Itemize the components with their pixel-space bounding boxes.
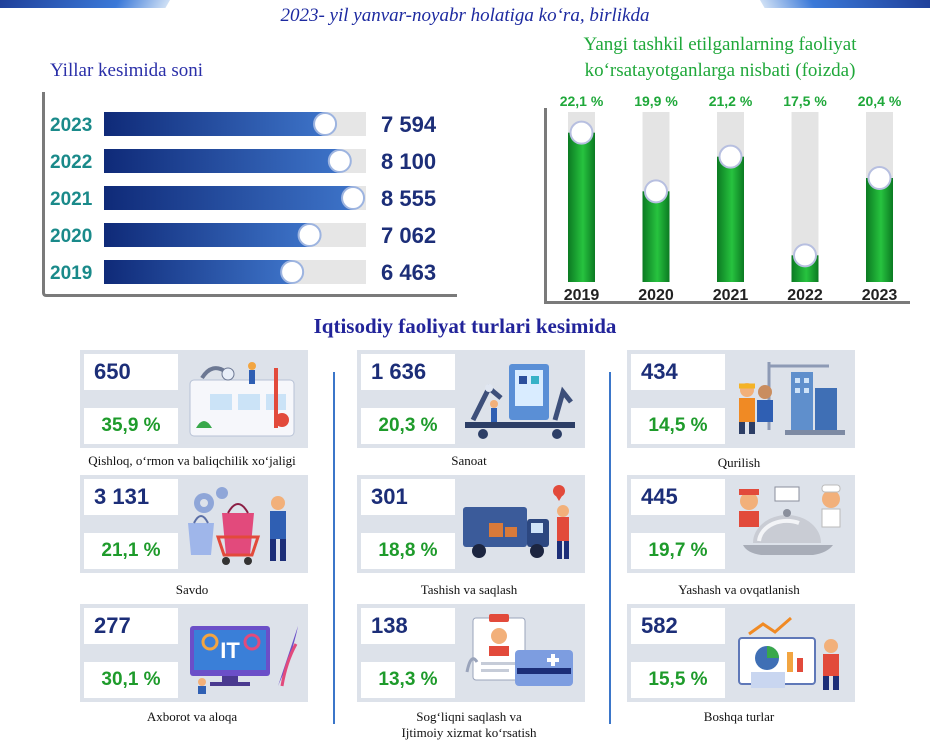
sector-label: Tashish va saqlash bbox=[420, 582, 518, 597]
bar bbox=[104, 112, 326, 136]
sector-percent: 14,5 % bbox=[631, 408, 725, 444]
sector-count: 1 636 bbox=[361, 354, 455, 390]
column-value-label: 19,9 % bbox=[634, 93, 678, 109]
sector-label: Boshqa turlar bbox=[703, 709, 775, 724]
sector-card-industry: 1 636 20,3 % bbox=[357, 350, 585, 448]
column-marker bbox=[793, 243, 817, 268]
transport-icon bbox=[463, 485, 569, 559]
sector-percent: 21,1 % bbox=[84, 533, 178, 569]
sector-percent: 35,9 % bbox=[84, 408, 178, 444]
sector-count: 650 bbox=[84, 354, 178, 390]
bar-marker bbox=[341, 186, 366, 210]
bar bbox=[104, 223, 310, 247]
bar-year-label: 2023 bbox=[50, 115, 92, 136]
bar-year-label: 2019 bbox=[50, 263, 92, 284]
bar-value-label: 6 463 bbox=[381, 260, 436, 285]
bar-year-label: 2022 bbox=[50, 152, 92, 173]
column bbox=[866, 178, 893, 282]
bar-value-label: 8 100 bbox=[381, 149, 436, 174]
sector-percent: 18,8 % bbox=[361, 533, 455, 569]
bar-marker bbox=[280, 260, 305, 284]
trade-icon bbox=[188, 487, 286, 565]
column-divider-1 bbox=[333, 372, 335, 724]
other-icon bbox=[738, 616, 839, 690]
sector-card-it: 277 30,1 % IT bbox=[80, 604, 308, 702]
column-year-label: 2022 bbox=[787, 287, 823, 304]
it-icon: IT bbox=[190, 626, 298, 694]
sector-card-agriculture: 650 35,9 % bbox=[80, 350, 308, 448]
sector-percent: 30,1 % bbox=[84, 662, 178, 698]
bar-marker bbox=[297, 223, 322, 247]
column bbox=[717, 156, 744, 282]
column-value-label: 21,2 % bbox=[709, 93, 753, 109]
construction-icon bbox=[739, 362, 845, 435]
page-subtitle: 2023- yil yanvar-noyabr holatiga koʻra, … bbox=[280, 5, 650, 26]
sector-count: 3 131 bbox=[84, 479, 178, 515]
bar bbox=[104, 260, 293, 284]
sector-label-line1: Sogʻliqni saqlash va bbox=[416, 709, 522, 724]
bar-value-label: 8 555 bbox=[381, 186, 436, 211]
svg-text:IT: IT bbox=[220, 638, 240, 663]
column-year-label: 2023 bbox=[862, 287, 898, 304]
column-value-label: 22,1 % bbox=[560, 93, 604, 109]
sector-count: 138 bbox=[361, 608, 455, 644]
sector-count: 301 bbox=[361, 479, 455, 515]
sector-label: Axborot va aloqa bbox=[146, 709, 238, 724]
column-year-label: 2020 bbox=[638, 287, 674, 304]
column-divider-2 bbox=[609, 372, 611, 724]
bar bbox=[104, 186, 354, 210]
sector-label-line2: Ijtimoiy xizmat koʻrsatish bbox=[401, 725, 537, 740]
sector-card-other: 582 15,5 % bbox=[627, 604, 855, 702]
column-year-label: 2021 bbox=[713, 287, 749, 304]
bar-year-label: 2020 bbox=[50, 226, 92, 247]
column bbox=[642, 191, 670, 282]
sector-label: Qurilish bbox=[717, 455, 761, 470]
agriculture-icon bbox=[189, 362, 295, 437]
column-marker bbox=[867, 166, 892, 190]
column-value-label: 17,5 % bbox=[783, 93, 827, 109]
bar-marker bbox=[313, 112, 338, 136]
sector-card-trade: 3 131 21,1 % bbox=[80, 475, 308, 573]
section-title: Iqtisodiy faoliyat turlari kesimida bbox=[313, 314, 617, 338]
sector-percent: 19,7 % bbox=[631, 533, 725, 569]
bar-value-label: 7 594 bbox=[381, 112, 437, 137]
column-marker bbox=[644, 179, 668, 204]
column-year-label: 2019 bbox=[564, 287, 600, 304]
sector-label: Sanoat bbox=[451, 453, 487, 468]
sector-card-construction: 434 14,5 % bbox=[627, 350, 855, 448]
column-chart-title-line1: Yangi tashkil etilganlarning faoliyat bbox=[583, 34, 857, 55]
sector-card-food-service: 445 19,7 % bbox=[627, 475, 855, 573]
sector-count: 445 bbox=[631, 479, 725, 515]
bar-marker bbox=[327, 149, 352, 173]
food-service-icon bbox=[739, 484, 841, 555]
bar-chart-frame bbox=[42, 92, 457, 297]
sector-label: Sogʻliqni saqlash va Ijtimoiy xizmat koʻ… bbox=[349, 709, 589, 741]
industry-icon bbox=[465, 364, 575, 439]
column bbox=[568, 132, 595, 282]
bar-chart-title: Yillar kesimida soni bbox=[50, 60, 204, 81]
bar bbox=[104, 149, 340, 173]
sector-count: 277 bbox=[84, 608, 178, 644]
bar-value-label: 7 062 bbox=[381, 223, 436, 248]
sector-label: Qishloq, oʻrmon va baliqchilik xoʻjaligi bbox=[88, 453, 296, 468]
column-chart-title: Yangi tashkil etilganlarning faoliyat ko… bbox=[530, 32, 910, 84]
sector-percent: 13,3 % bbox=[361, 662, 455, 698]
sector-card-health: 138 13,3 % bbox=[357, 604, 585, 702]
health-icon bbox=[465, 614, 573, 686]
sector-count: 582 bbox=[631, 608, 725, 644]
sector-label: Yashash va ovqatlanish bbox=[678, 582, 800, 597]
sector-card-transport: 301 18,8 % bbox=[357, 475, 585, 573]
sector-count: 434 bbox=[631, 354, 725, 390]
column-chart-frame bbox=[544, 108, 910, 304]
column-marker bbox=[718, 144, 743, 169]
bar-year-label: 2021 bbox=[50, 189, 93, 210]
sector-percent: 15,5 % bbox=[631, 662, 725, 698]
column-value-label: 20,4 % bbox=[858, 93, 902, 109]
column-chart-title-line2: koʻrsatayotganlarga nisbati (foizda) bbox=[584, 60, 856, 81]
sector-percent: 20,3 % bbox=[361, 408, 455, 444]
column-marker bbox=[569, 120, 594, 145]
sector-label: Savdo bbox=[175, 582, 209, 597]
